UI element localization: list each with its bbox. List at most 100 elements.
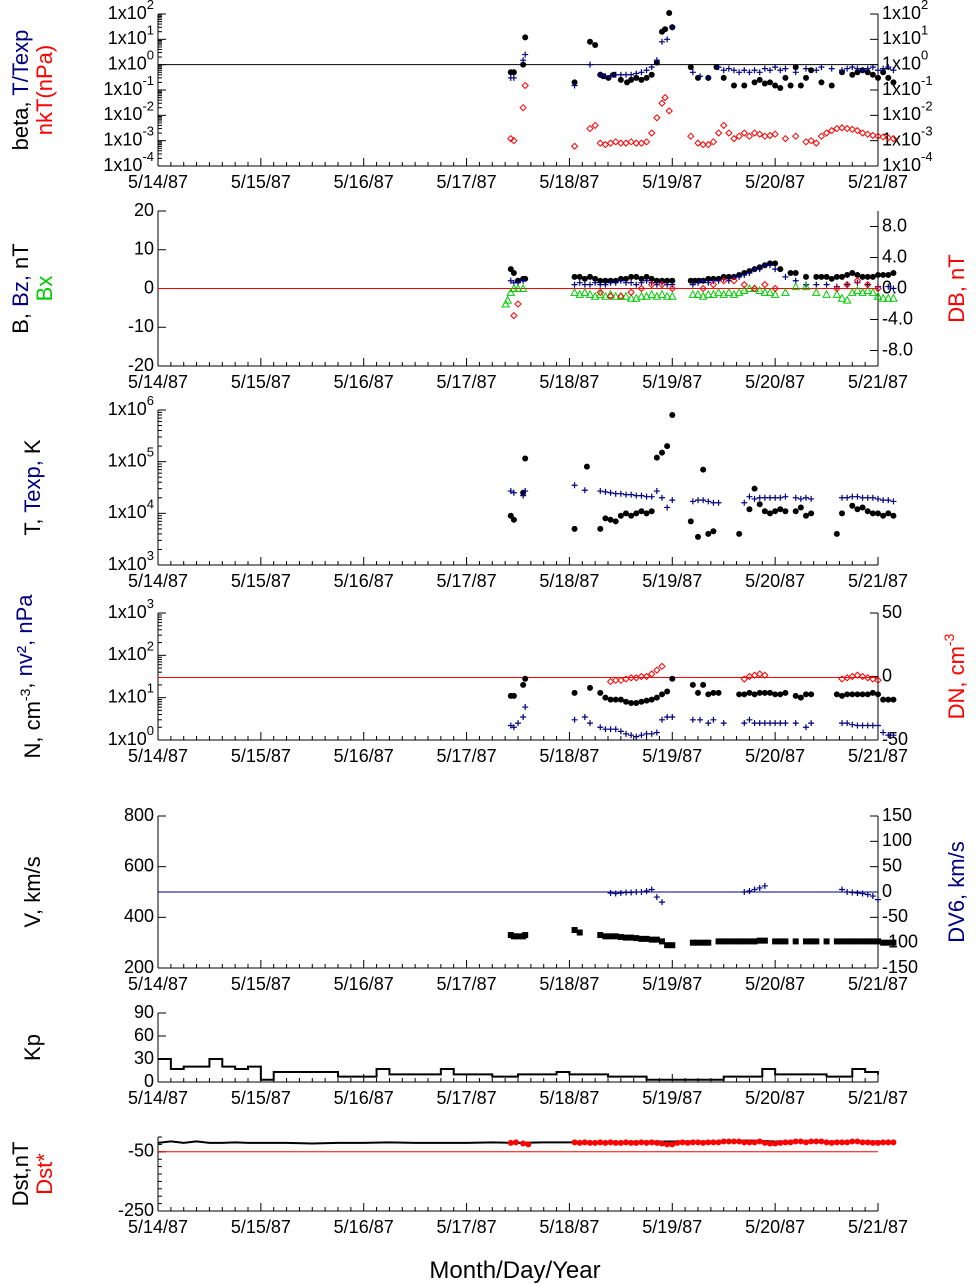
data-point	[725, 938, 732, 945]
data-point	[822, 289, 831, 298]
data-point	[674, 1139, 681, 1146]
data-point	[849, 502, 856, 509]
data-point	[803, 512, 809, 519]
data-point	[512, 1139, 519, 1146]
data-point	[581, 281, 588, 288]
data-point	[772, 494, 779, 501]
data-point	[847, 287, 857, 296]
data-point	[890, 79, 897, 86]
data-point	[689, 716, 696, 723]
data-point	[859, 722, 866, 729]
data-point	[623, 275, 629, 282]
data-point	[823, 281, 830, 288]
data-point	[883, 293, 893, 302]
data-point	[751, 79, 758, 86]
data-point	[628, 934, 635, 941]
data-point	[510, 692, 517, 699]
data-point	[828, 65, 835, 72]
data-point	[803, 938, 809, 945]
data-point	[735, 132, 743, 140]
data-point	[864, 1139, 871, 1146]
data-point	[746, 506, 753, 513]
data-point	[885, 939, 892, 946]
data-point	[875, 1139, 881, 1146]
data-point	[633, 733, 640, 740]
data-point	[507, 488, 514, 495]
data-point	[576, 1139, 583, 1146]
data-point	[648, 129, 656, 137]
data-point	[607, 516, 614, 523]
data-point	[756, 884, 763, 891]
data-point	[756, 69, 763, 76]
data-point	[653, 114, 661, 122]
data-point	[864, 494, 871, 501]
x-tick-label: 5/19/87	[642, 372, 702, 392]
data-point	[705, 1139, 712, 1146]
data-point	[746, 493, 753, 500]
y-tick-label: -20	[128, 355, 154, 375]
data-point	[709, 138, 718, 146]
data-point	[874, 676, 882, 685]
data-point	[803, 724, 809, 731]
data-point	[756, 494, 763, 501]
y-tick-label-right: 4.0	[882, 246, 907, 266]
data-point	[653, 57, 660, 64]
data-point	[885, 64, 892, 71]
data-point	[664, 443, 671, 450]
data-point	[849, 938, 856, 945]
x-tick-label: 5/14/87	[128, 1217, 188, 1237]
data-point	[813, 281, 820, 288]
x-tick-label: 5/20/87	[745, 1217, 805, 1237]
data-point	[844, 271, 851, 278]
data-point	[633, 70, 640, 77]
data-point	[843, 124, 851, 133]
data-point	[792, 132, 800, 140]
data-point	[648, 696, 655, 703]
data-point	[813, 273, 820, 280]
data-point	[787, 270, 794, 276]
data-point	[710, 716, 717, 723]
data-point	[607, 933, 614, 940]
data-point	[606, 289, 615, 298]
data-point	[648, 886, 655, 893]
data-point	[772, 720, 779, 727]
y-tick-label: 400	[124, 906, 154, 926]
data-point	[767, 720, 773, 727]
data-point	[782, 938, 789, 945]
data-point	[890, 732, 897, 739]
data-point	[791, 282, 801, 291]
panel-density: 5/14/87 5/15/87 5/16/87 5/17/87 5/18/87 5/19/…	[12, 594, 969, 766]
y-axis-title: N, cm-3, nv², nPa	[12, 594, 45, 759]
data-point	[638, 76, 645, 83]
data-point	[811, 287, 821, 296]
data-point	[576, 273, 583, 280]
data-point	[761, 494, 768, 501]
data-point	[657, 289, 667, 298]
data-point	[602, 73, 609, 80]
y-axis-title: Bx	[32, 276, 57, 302]
data-point	[522, 675, 529, 682]
data-point	[586, 124, 594, 133]
data-point	[612, 890, 619, 897]
y-axis-title: B, Bz, nT	[8, 243, 33, 334]
data-point	[627, 138, 635, 146]
data-point	[864, 691, 871, 698]
panel-velocity: 5/14/87 5/15/87 5/16/87 5/17/87 5/18/87 5/19/…	[20, 805, 969, 994]
data-point	[583, 463, 590, 470]
data-point	[818, 79, 825, 86]
data-point	[740, 675, 748, 683]
data-point	[597, 724, 604, 731]
data-point	[859, 691, 866, 698]
data-point	[736, 273, 743, 280]
y-tick-label-right: -150	[882, 957, 918, 977]
y-tick-label: 0	[144, 1071, 154, 1091]
data-point	[761, 280, 769, 289]
series-bfield-3	[510, 277, 882, 320]
data-point	[751, 485, 758, 492]
data-point	[746, 716, 753, 723]
data-point	[833, 691, 840, 698]
data-point	[571, 525, 578, 532]
data-point	[730, 277, 738, 285]
data-point	[697, 73, 704, 80]
data-point	[797, 495, 804, 502]
